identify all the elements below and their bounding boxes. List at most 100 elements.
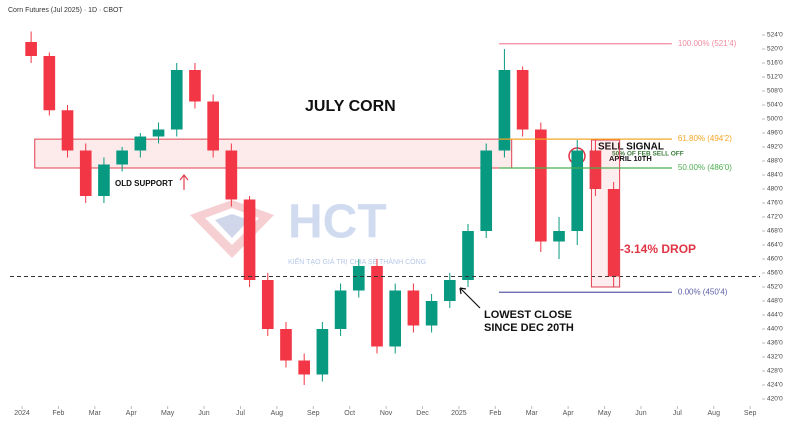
y-tick-label: 488'0 xyxy=(767,158,783,165)
y-tick-label: 424'0 xyxy=(767,382,783,389)
candle-body xyxy=(189,70,201,102)
arrow xyxy=(179,174,189,190)
annotation: SELL SIGNAL xyxy=(598,142,664,153)
y-tick-label: 512'0 xyxy=(767,74,783,81)
candle-body xyxy=(462,231,474,280)
y-tick-label: 472'0 xyxy=(767,214,783,221)
candle-body xyxy=(443,280,456,301)
candle-body xyxy=(207,101,219,151)
watermark-brand: HCT xyxy=(288,196,387,249)
candle-body xyxy=(352,266,365,291)
candle-body xyxy=(61,110,74,151)
fib-label: 50.00% (486'0) xyxy=(678,163,732,172)
candle-body xyxy=(116,150,128,165)
candle-body xyxy=(43,56,56,111)
x-tick-label: 2025 xyxy=(451,410,467,417)
candle-body xyxy=(280,329,292,361)
annotation: APRIL 10TH xyxy=(609,154,652,163)
fib-label: 0.00% (450'4) xyxy=(678,287,728,296)
candle-body xyxy=(243,199,256,280)
annotation: SINCE DEC 20TH xyxy=(484,322,574,334)
y-tick-label: 420'0 xyxy=(767,396,783,403)
y-tick-label: 464'0 xyxy=(767,242,783,249)
y-tick-label: 496'0 xyxy=(767,130,783,137)
y-tick-label: 440'0 xyxy=(767,326,783,333)
chart-header: Corn Futures (Jul 2025) · 1D · CBOT xyxy=(8,7,123,14)
candle-body xyxy=(607,189,620,277)
candle-body xyxy=(480,150,493,231)
y-tick-label: 500'0 xyxy=(767,116,783,123)
candle-body xyxy=(389,290,402,347)
x-tick-label: Mar xyxy=(526,410,539,417)
y-tick-label: 508'0 xyxy=(767,88,783,95)
candle-body xyxy=(152,129,165,137)
x-tick-label: Dec xyxy=(416,410,429,417)
candle-body xyxy=(298,360,310,375)
candle-body xyxy=(170,70,183,130)
fib-label: 100.00% (521'4) xyxy=(678,39,737,48)
y-tick-label: 448'0 xyxy=(767,298,783,305)
x-tick-label: Feb xyxy=(489,410,501,417)
x-tick-label: Apr xyxy=(563,410,575,417)
x-tick-label: Jul xyxy=(236,410,245,417)
x-tick-label: Mar xyxy=(89,410,102,417)
y-tick-label: 444'0 xyxy=(767,312,783,319)
candle-body xyxy=(316,329,329,375)
x-tick-label: May xyxy=(161,410,175,417)
candle-body xyxy=(407,290,420,326)
x-tick-label: May xyxy=(598,410,612,417)
candle-body xyxy=(553,231,565,242)
x-tick-label: 2024 xyxy=(14,410,30,417)
x-tick-label: Apr xyxy=(126,410,138,417)
candle-body xyxy=(535,129,547,242)
x-tick-label: Oct xyxy=(344,410,355,417)
candle-body xyxy=(589,150,602,189)
y-tick-label: 452'0 xyxy=(767,284,783,291)
y-tick-label: 432'0 xyxy=(767,354,783,361)
annotation: 50% OF FEB SELL OFF xyxy=(612,151,684,158)
arrow xyxy=(459,287,481,309)
candle-body xyxy=(134,136,147,151)
x-tick-label: Jun xyxy=(635,410,646,417)
candle-body xyxy=(25,42,37,56)
y-tick-label: 428'0 xyxy=(767,368,783,375)
candle-body xyxy=(371,266,383,347)
y-tick-label: 504'0 xyxy=(767,102,783,109)
y-tick-label: 436'0 xyxy=(767,340,783,347)
candle-body xyxy=(334,290,347,329)
annotation: -3.14% DROP xyxy=(620,242,696,256)
y-tick-label: 492'0 xyxy=(767,144,783,151)
candle-body xyxy=(516,70,529,130)
x-tick-label: Jul xyxy=(673,410,682,417)
y-tick-label: 456'0 xyxy=(767,270,783,277)
support-zone xyxy=(34,138,513,169)
y-tick-label: 480'0 xyxy=(767,186,783,193)
annotation: OLD SUPPORT xyxy=(115,179,173,188)
watermark-slogan: KIẾN TẠO GIÁ TRỊ CHIA SẺ THÀNH CÔNG xyxy=(288,256,426,266)
drop-box xyxy=(590,139,621,288)
y-tick-label: 516'0 xyxy=(767,60,783,67)
x-tick-label: Aug xyxy=(708,410,721,417)
y-tick-label: 468'0 xyxy=(767,228,783,235)
y-tick-label: 476'0 xyxy=(767,200,783,207)
x-tick-label: Feb xyxy=(52,410,64,417)
candle-body xyxy=(98,164,110,196)
x-tick-label: Aug xyxy=(271,410,284,417)
x-tick-label: Sep xyxy=(307,410,320,417)
candle-body xyxy=(498,70,511,151)
x-tick-label: Nov xyxy=(380,410,393,417)
fib-label: 61.80% (494'2) xyxy=(678,134,732,143)
y-tick-label: 524'0 xyxy=(767,32,783,39)
x-tick-label: Jun xyxy=(198,410,209,417)
chart-title: JULY CORN xyxy=(305,98,396,115)
candle-body xyxy=(261,280,274,329)
candle-body xyxy=(425,301,438,326)
annotation: LOWEST CLOSE xyxy=(484,309,572,321)
y-tick-label: 460'0 xyxy=(767,256,783,263)
y-tick-label: 520'0 xyxy=(767,46,783,53)
x-tick-label: Sep xyxy=(744,410,757,417)
y-tick-label: 484'0 xyxy=(767,172,783,179)
candle-body xyxy=(225,150,238,200)
